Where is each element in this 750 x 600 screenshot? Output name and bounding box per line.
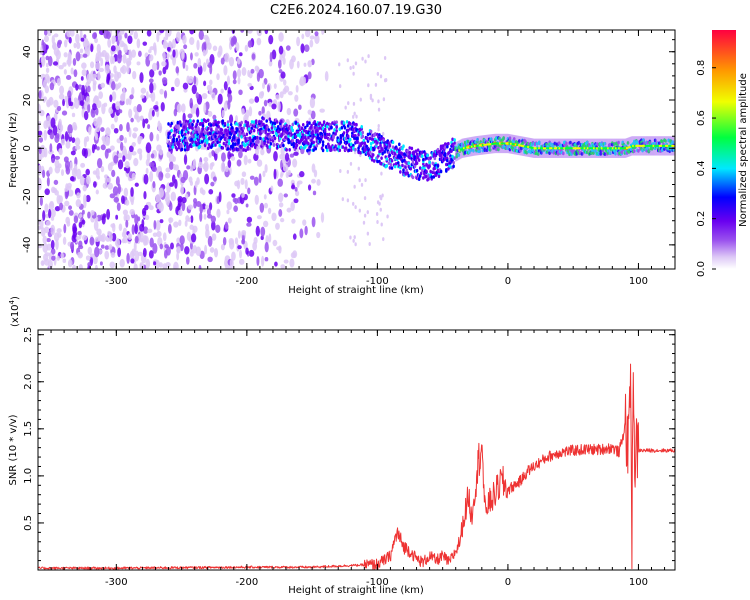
spectrogram-ytick-label: 0 xyxy=(22,145,33,151)
spectrogram-ylabel: Frequency (Hz) xyxy=(8,112,19,188)
snr-xlabel: Height of straight line (km) xyxy=(288,585,424,596)
snr-frame xyxy=(37,329,676,571)
spectrogram-xtick-label: 100 xyxy=(629,276,648,287)
snr-xtick-label: -200 xyxy=(236,577,259,588)
colorbar-tick-label: 0.8 xyxy=(696,60,707,76)
snr-ytick-label: 2.5 xyxy=(23,327,34,343)
colorbar: 0.0 0.2 0.4 0.6 0.8 Normalized spectral ampl… xyxy=(696,30,749,277)
colorbar-label: Normalized spectral amplitude xyxy=(738,73,749,227)
spectrogram-ytick-label: -40 xyxy=(22,237,33,253)
spectrogram-ytick-label: 40 xyxy=(22,45,33,58)
spectrogram-xlabel: Height of straight line (km) xyxy=(288,285,424,296)
spectrogram-ytick-label: 20 xyxy=(22,94,33,107)
snr-ytick-label: 1.0 xyxy=(23,468,34,484)
colorbar-tick-label: 0.2 xyxy=(696,211,707,227)
spectrogram-xtick-label: -300 xyxy=(105,276,128,287)
colorbar-ticks: 0.0 0.2 0.4 0.6 0.8 xyxy=(696,60,716,277)
colorbar-tick-label: 0.0 xyxy=(696,261,707,277)
spectrogram-xtick-label: -100 xyxy=(366,276,389,287)
snr-ylabel: SNR (10 * v/v) xyxy=(8,414,19,485)
spectrogram-xtick-label: -200 xyxy=(236,276,259,287)
colorbar-tick-label: 0.4 xyxy=(696,160,707,176)
spectrogram-frame xyxy=(37,29,676,270)
snr-panel: -300 -200 -100 0 100 0.5 1.0 1.5 2.0 2.5 Height o… xyxy=(8,296,676,596)
snr-series-line xyxy=(38,363,675,570)
spectrogram-xtick-label: 0 xyxy=(505,276,511,287)
colorbar-gradient xyxy=(712,30,736,269)
snr-ytick-label: 0.5 xyxy=(23,515,34,531)
figure-title: C2E6.2024.160.07.19.G30 xyxy=(270,3,442,18)
snr-ytick-label: 2.0 xyxy=(23,374,34,390)
spectrogram-ytick-label: -20 xyxy=(22,188,33,204)
colorbar-tick-label: 0.6 xyxy=(696,110,707,126)
snr-y-multiplier-exponent: 4 xyxy=(8,299,16,304)
snr-ticks: -300 -200 -100 0 100 0.5 1.0 1.5 2.0 2.5 xyxy=(23,327,675,588)
snr-y-multiplier: (x104) xyxy=(8,296,21,327)
snr-xtick-label: 100 xyxy=(629,577,648,588)
snr-xtick-label: -300 xyxy=(105,577,128,588)
snr-xtick-label: -100 xyxy=(366,577,389,588)
snr-ytick-label: 1.5 xyxy=(23,421,34,437)
spectrogram-image xyxy=(38,30,675,269)
snr-xtick-label: 0 xyxy=(505,577,511,588)
